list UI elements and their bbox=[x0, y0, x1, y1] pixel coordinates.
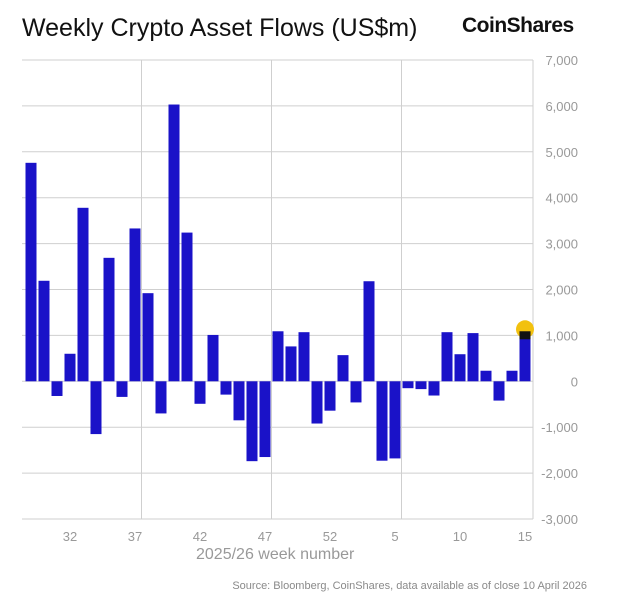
bar-week-11 bbox=[467, 333, 479, 382]
x-tick-label: 5 bbox=[391, 529, 398, 544]
bar-week-49 bbox=[285, 346, 297, 382]
x-tick-label: 37 bbox=[128, 529, 142, 544]
bar-week-52 bbox=[324, 381, 336, 411]
bar-week-44 bbox=[220, 381, 232, 395]
bar-week-43 bbox=[207, 334, 219, 382]
y-tick-label: 4,000 bbox=[545, 191, 578, 206]
bar-week-15 bbox=[519, 331, 531, 382]
x-tick-label: 15 bbox=[518, 529, 532, 544]
bar-week-14 bbox=[506, 370, 518, 382]
x-tick-label: 32 bbox=[63, 529, 77, 544]
x-tick-label: 10 bbox=[453, 529, 467, 544]
bar-week-51 bbox=[311, 381, 323, 424]
bar-week-37 bbox=[129, 228, 141, 382]
y-tick-label: 5,000 bbox=[545, 145, 578, 160]
bar-week-42 bbox=[194, 381, 206, 404]
bar-week-29 bbox=[25, 162, 37, 382]
x-tick-label: 52 bbox=[323, 529, 337, 544]
bar-week-36 bbox=[116, 381, 128, 397]
x-axis-label: 2025/26 week number bbox=[196, 546, 355, 563]
y-tick-label: 0 bbox=[571, 374, 578, 389]
bar-week-2 bbox=[350, 381, 362, 403]
x-tick-label: 42 bbox=[193, 529, 207, 544]
bar-week-9 bbox=[441, 332, 453, 382]
bar-week-48 bbox=[272, 331, 284, 382]
bar-week-46 bbox=[246, 381, 258, 462]
bar-week-12 bbox=[480, 370, 492, 382]
x-tick-label: 47 bbox=[258, 529, 272, 544]
y-tick-label: -2,000 bbox=[541, 466, 578, 481]
y-tick-label: -1,000 bbox=[541, 420, 578, 435]
bar-week-10 bbox=[454, 354, 466, 382]
bar-week-3 bbox=[363, 281, 375, 382]
bar-week-5 bbox=[389, 381, 401, 459]
bar-week-45 bbox=[233, 381, 245, 421]
y-tick-label: 3,000 bbox=[545, 237, 578, 252]
y-tick-label: 2,000 bbox=[545, 283, 578, 298]
bar-week-7 bbox=[415, 381, 427, 390]
y-tick-label: -3,000 bbox=[541, 512, 578, 527]
bar-week-8 bbox=[428, 381, 440, 396]
bar-week-38 bbox=[142, 293, 154, 382]
bar-week-50 bbox=[298, 332, 310, 382]
bar-week-33 bbox=[77, 207, 89, 382]
bar-week-32 bbox=[64, 353, 76, 382]
bar-week-41 bbox=[181, 232, 193, 382]
bar-week-30 bbox=[38, 280, 50, 382]
bar-week-47 bbox=[259, 381, 271, 458]
chart-title: Weekly Crypto Asset Flows (US$m) bbox=[22, 14, 418, 42]
y-tick-label: 6,000 bbox=[545, 99, 578, 114]
bar-week-1 bbox=[337, 355, 349, 382]
bar-week-13 bbox=[493, 381, 505, 401]
y-tick-label: 7,000 bbox=[545, 53, 578, 68]
source-note: Source: Bloomberg, CoinShares, data avai… bbox=[232, 580, 587, 592]
coinshares-logo: CoinShares bbox=[462, 14, 574, 37]
bar-week-4 bbox=[376, 381, 388, 461]
bar-week-39 bbox=[155, 381, 167, 414]
bar-week-31 bbox=[51, 381, 63, 396]
bar-week-6 bbox=[402, 381, 414, 389]
bar-week-34 bbox=[90, 381, 102, 435]
highlight-bar-cap bbox=[519, 331, 531, 340]
y-tick-label: 1,000 bbox=[545, 328, 578, 343]
bar-week-40 bbox=[168, 104, 180, 382]
bar-week-35 bbox=[103, 257, 115, 382]
